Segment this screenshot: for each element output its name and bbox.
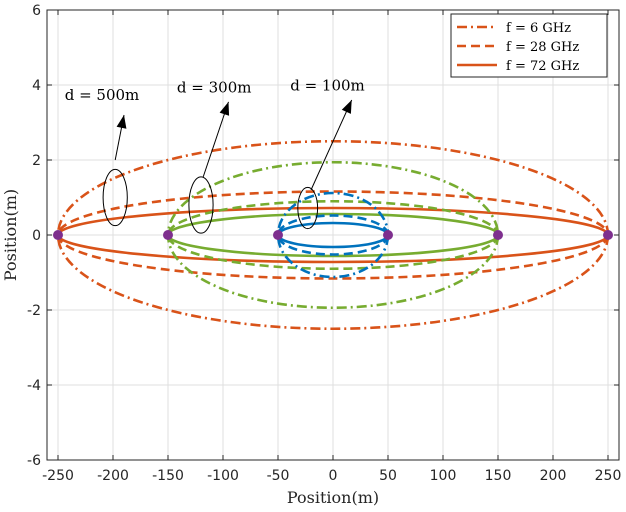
y-tick-label: 2	[32, 153, 41, 169]
y-tick-label: 6	[32, 3, 41, 19]
annotation-arrow-head	[219, 101, 230, 116]
y-tick-label: -2	[27, 303, 41, 319]
annotation-ellipse	[188, 176, 214, 234]
endpoint-marker	[383, 230, 393, 240]
legend-label: f = 72 GHz	[506, 59, 579, 74]
x-tick-label: -250	[42, 468, 74, 484]
annotation-ellipse	[297, 186, 319, 230]
y-tick-label: -4	[27, 378, 41, 394]
annotation-label: d = 100m	[290, 77, 365, 95]
x-tick-label: 100	[430, 468, 457, 484]
endpoint-marker	[53, 230, 63, 240]
ticks-group: -250 -200 -150 -100 -50 0 50 100 150 200 250 -6 -4 -2…	[27, 3, 621, 484]
annotation-ellipse	[102, 168, 128, 227]
legend-label: f = 28 GHz	[506, 40, 579, 55]
annotation-arrow-line	[202, 101, 229, 178]
legend: f = 6 GHz f = 28 GHz f = 72 GHz	[450, 13, 608, 78]
x-axis-label: Position(m)	[287, 488, 379, 507]
endpoint-marker	[603, 230, 613, 240]
annotation-arrow-head	[116, 115, 127, 129]
x-tick-label: -200	[97, 468, 129, 484]
y-axis-label: Position(m)	[1, 189, 20, 281]
annotation-arrow-line	[310, 99, 353, 191]
y-tick-label: 0	[32, 228, 41, 244]
x-tick-label: -50	[267, 468, 290, 484]
annotation-label: d = 500m	[65, 86, 140, 104]
endpoint-marker	[163, 230, 173, 240]
endpoint-marker	[273, 230, 283, 240]
x-tick-label: 0	[329, 468, 338, 484]
x-tick-label: 250	[595, 468, 622, 484]
y-tick-label: 4	[32, 78, 41, 94]
x-tick-label: 200	[540, 468, 567, 484]
x-tick-label: -100	[207, 468, 239, 484]
y-tick-label: -6	[27, 453, 41, 469]
x-tick-label: -150	[152, 468, 184, 484]
x-tick-label: 150	[485, 468, 512, 484]
annotations-group: d = 500m d = 300m d = 100m	[65, 77, 365, 234]
points-group	[53, 230, 613, 240]
annotation-label: d = 300m	[177, 79, 252, 97]
annotation-arrow-head	[341, 100, 352, 114]
x-tick-label: 50	[379, 468, 397, 484]
legend-label: f = 6 GHz	[506, 21, 571, 36]
endpoint-marker	[493, 230, 503, 240]
